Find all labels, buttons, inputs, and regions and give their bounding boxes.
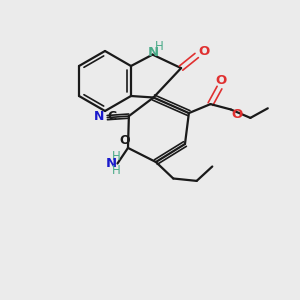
- Text: H: H: [112, 164, 120, 178]
- Text: N: N: [94, 110, 104, 124]
- Text: O: O: [232, 108, 243, 122]
- Text: C: C: [107, 110, 116, 124]
- Text: N: N: [105, 157, 116, 170]
- Text: H: H: [112, 150, 120, 164]
- Text: O: O: [199, 45, 210, 58]
- Text: N: N: [148, 46, 159, 59]
- Text: O: O: [119, 134, 130, 147]
- Text: O: O: [215, 74, 226, 88]
- Text: H: H: [155, 40, 164, 53]
